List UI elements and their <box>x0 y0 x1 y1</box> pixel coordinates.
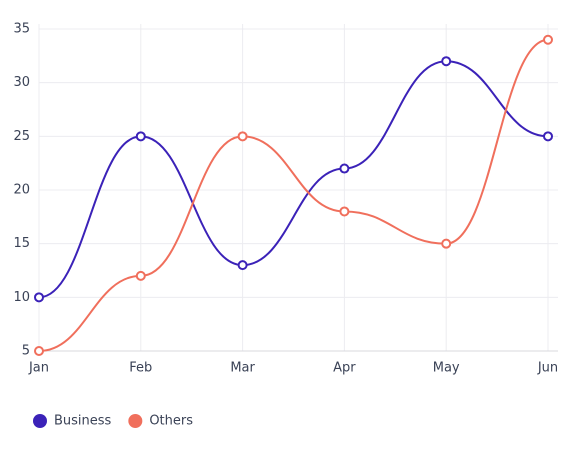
data-point <box>441 238 452 249</box>
data-point <box>237 131 248 142</box>
legend-marker <box>128 414 143 428</box>
x-tick-label: Apr <box>333 361 356 376</box>
y-tick-label: 25 <box>13 129 30 144</box>
data-point <box>441 56 452 67</box>
y-tick-label: 10 <box>13 290 30 305</box>
data-point <box>543 131 553 142</box>
data-point <box>135 270 146 281</box>
y-tick-label: 20 <box>13 183 30 198</box>
y-tick-label: 15 <box>13 236 30 251</box>
legend-item[interactable]: Others <box>128 414 193 429</box>
data-point <box>543 34 553 45</box>
data-point <box>339 163 350 174</box>
x-tick-label: Jun <box>537 361 558 376</box>
legend-label: Business <box>54 414 112 429</box>
data-point <box>339 206 350 217</box>
series-line <box>38 38 549 352</box>
data-point <box>237 260 248 271</box>
y-tick-label: 35 <box>13 22 30 37</box>
legend-item[interactable]: Business <box>33 414 112 429</box>
data-point <box>34 292 44 303</box>
x-tick-label: Mar <box>230 361 255 376</box>
y-tick-label: 30 <box>13 75 30 90</box>
legend-label: Others <box>149 414 193 429</box>
x-tick-label: May <box>433 361 460 376</box>
y-tick-label: 5 <box>22 344 30 359</box>
x-tick-label: Feb <box>129 361 152 376</box>
data-point <box>34 346 44 356</box>
legend-marker <box>33 414 47 428</box>
data-point <box>135 131 146 142</box>
x-tick-label: Jan <box>28 361 49 376</box>
series-line <box>38 60 549 299</box>
